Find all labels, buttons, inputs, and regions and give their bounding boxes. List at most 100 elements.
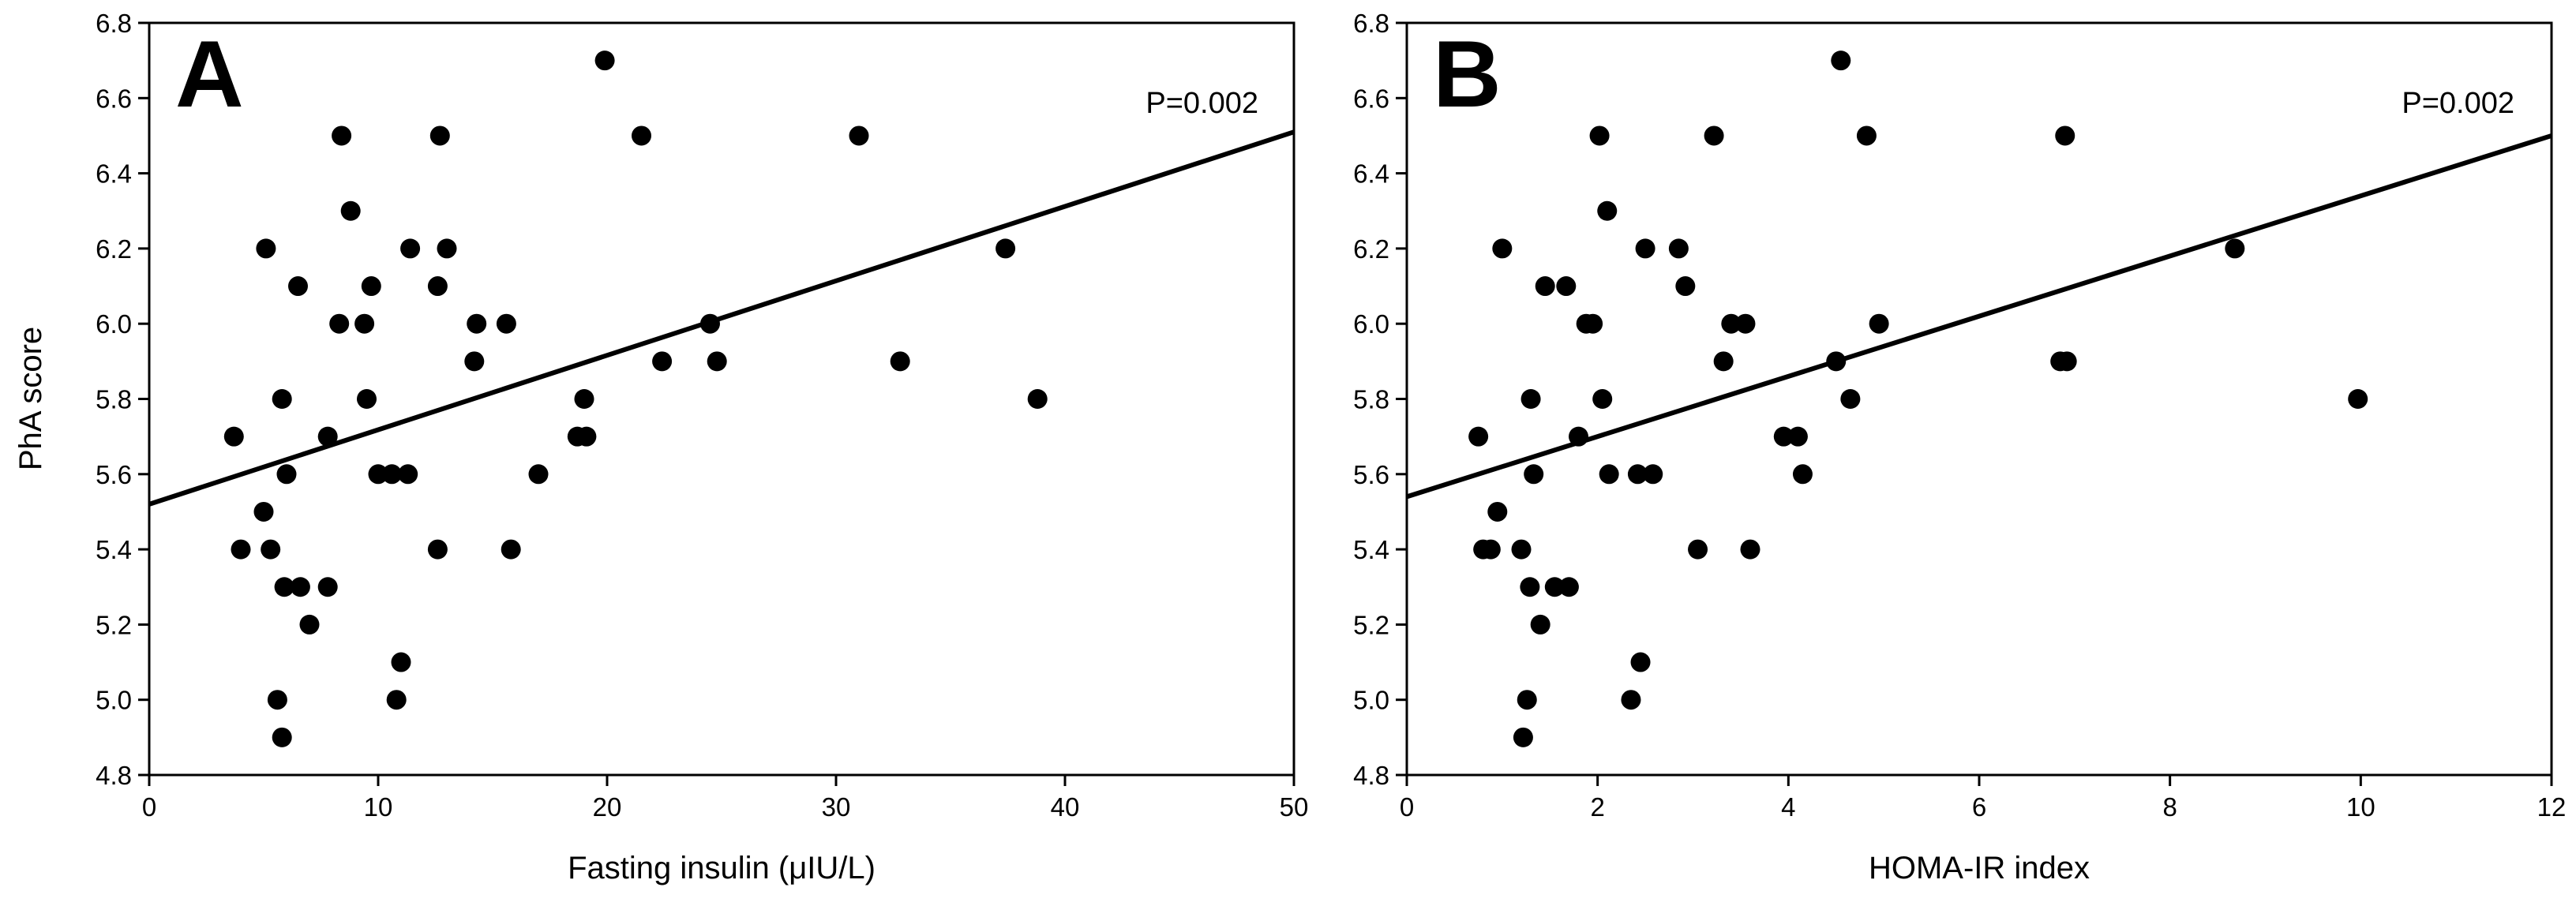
data-point — [1630, 652, 1651, 672]
data-point — [231, 539, 251, 560]
data-point — [1856, 125, 1877, 146]
y-tick-label: 5.6 — [96, 460, 132, 489]
data-point — [707, 351, 727, 372]
data-point — [1592, 389, 1613, 409]
data-point — [467, 313, 487, 334]
data-point — [1530, 614, 1550, 635]
data-point — [464, 351, 485, 372]
panel-label: B — [1433, 21, 1502, 127]
data-point — [437, 238, 457, 259]
data-point — [1840, 389, 1861, 409]
data-point — [1558, 577, 1579, 597]
y-tick-label: 6.4 — [1353, 159, 1389, 189]
data-point — [1480, 539, 1501, 560]
data-point — [528, 464, 549, 485]
data-point — [276, 464, 297, 485]
data-point — [1675, 276, 1696, 297]
data-point — [272, 727, 292, 747]
x-tick-label: 8 — [2162, 792, 2177, 822]
data-point — [357, 389, 377, 409]
y-tick-label: 6.8 — [96, 9, 132, 38]
data-point — [1520, 577, 1540, 597]
y-tick-label: 6.6 — [96, 84, 132, 113]
regression-line — [148, 129, 1295, 507]
data-point — [317, 577, 338, 597]
data-point — [1556, 276, 1577, 297]
data-point — [361, 276, 381, 297]
data-point — [2348, 389, 2368, 409]
panel-a: 0 10 20 30 40 50 4.8 5.0 5.2 5.4 5.6 5.8 6.0 6.2 6.4 6… — [13, 9, 1308, 885]
data-point — [256, 238, 276, 259]
data-point — [1492, 238, 1513, 259]
data-point — [574, 389, 594, 409]
y-tick-label: 6.2 — [1353, 234, 1389, 264]
data-point — [1787, 426, 1808, 447]
data-point — [1517, 690, 1537, 710]
data-point — [272, 389, 292, 409]
data-point — [496, 313, 516, 334]
y-tick-label: 5.4 — [96, 535, 132, 564]
y-tick-label: 5.6 — [1353, 460, 1389, 489]
x-tick-label: 20 — [593, 792, 622, 822]
data-point — [386, 690, 407, 710]
data-point — [1027, 389, 1048, 409]
data-point — [2225, 238, 2245, 259]
y-axis-ticks: 4.8 5.0 5.2 5.4 5.6 5.8 6.0 6.2 6.4 6.6 6.8 — [96, 9, 149, 790]
panel-b: 0 2 4 6 8 10 12 4.8 5.0 5.2 5.4 5.6 5.8 6.0 6.2 6.4 6.6… — [1353, 9, 2566, 885]
data-point — [1773, 426, 1794, 447]
y-tick-label: 6.0 — [1353, 309, 1389, 339]
x-axis-title: Fasting insulin (μIU/L) — [568, 851, 876, 885]
data-point — [274, 577, 294, 597]
data-point — [1589, 125, 1610, 146]
y-tick-label: 4.8 — [96, 761, 132, 790]
data-point — [329, 313, 350, 334]
data-point — [2055, 125, 2075, 146]
data-point — [501, 539, 521, 560]
y-tick-label: 5.4 — [1353, 535, 1389, 564]
data-point — [632, 125, 651, 146]
data-point — [652, 351, 673, 372]
y-tick-label: 5.8 — [96, 385, 132, 414]
y-tick-label: 5.8 — [1353, 385, 1389, 414]
data-point — [1668, 238, 1689, 259]
data-point — [1740, 539, 1760, 560]
x-tick-label: 30 — [822, 792, 851, 822]
y-axis-ticks: 4.8 5.0 5.2 5.4 5.6 5.8 6.0 6.2 6.4 6.6 6.8 — [1353, 9, 1407, 790]
x-tick-label: 50 — [1280, 792, 1309, 822]
data-point — [354, 313, 375, 334]
data-point — [1643, 464, 1663, 485]
data-point — [288, 276, 308, 297]
data-point — [2057, 351, 2077, 372]
x-tick-label: 40 — [1051, 792, 1080, 822]
data-point — [317, 426, 338, 447]
y-tick-label: 4.8 — [1353, 761, 1389, 790]
y-tick-label: 6.4 — [96, 159, 132, 189]
data-point — [1511, 539, 1532, 560]
regression-line — [1406, 133, 2552, 500]
data-point — [1544, 577, 1565, 597]
data-point — [1721, 313, 1742, 334]
data-point — [400, 238, 421, 259]
y-tick-label: 5.0 — [1353, 686, 1389, 715]
x-tick-label: 4 — [1781, 792, 1795, 822]
data-point — [1688, 539, 1708, 560]
p-value-annotation: P=0.002 — [2402, 87, 2514, 120]
x-tick-label: 6 — [1972, 792, 1986, 822]
data-point — [1520, 389, 1541, 409]
data-point — [1869, 313, 1889, 334]
data-point — [381, 464, 402, 485]
data-points — [223, 51, 1048, 747]
y-tick-label: 5.2 — [1353, 610, 1389, 639]
data-point — [1713, 351, 1734, 372]
x-tick-label: 0 — [142, 792, 156, 822]
data-point — [332, 125, 352, 146]
data-point — [594, 51, 615, 71]
data-point — [1635, 238, 1655, 259]
data-point — [1513, 727, 1533, 747]
data-point — [1583, 313, 1603, 334]
data-point — [299, 614, 320, 635]
data-point — [340, 200, 361, 221]
data-point — [368, 464, 388, 485]
